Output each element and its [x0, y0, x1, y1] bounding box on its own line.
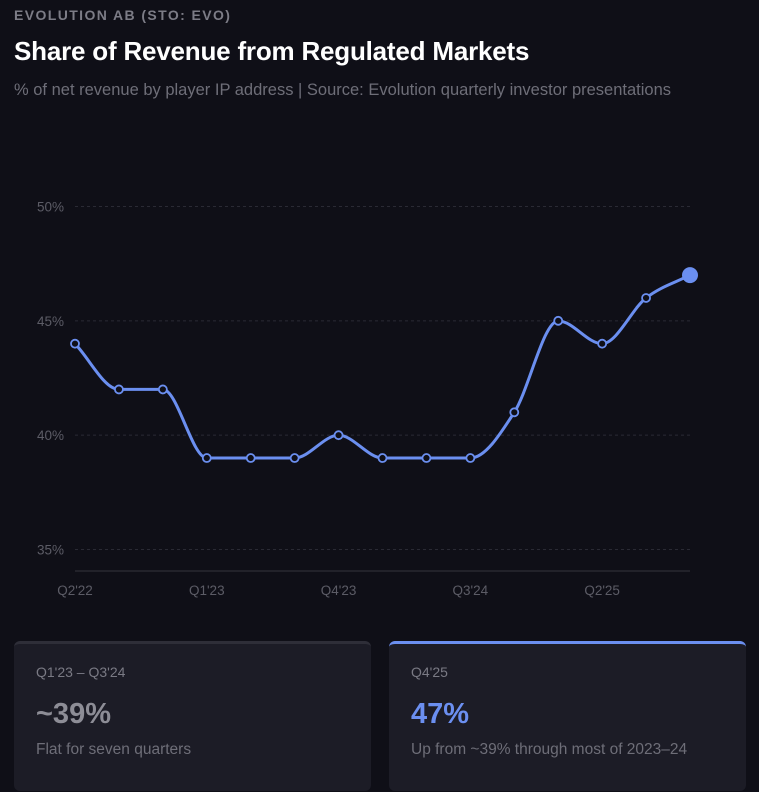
- data-point: [245, 453, 256, 463]
- data-point: [377, 453, 388, 463]
- data-point: [333, 430, 344, 441]
- card-value: 47%: [411, 698, 470, 730]
- data-point: [641, 293, 651, 303]
- y-tick-label: 35%: [37, 543, 64, 558]
- data-point: [70, 338, 80, 349]
- data-point: [553, 315, 564, 326]
- data-point: [465, 453, 476, 463]
- data-point: [421, 453, 432, 463]
- data-points: [70, 267, 698, 463]
- card-period-label: Q4'25: [411, 664, 448, 680]
- data-point: [114, 384, 124, 395]
- y-axis-labels: 35% 40% 45% 50%: [37, 200, 64, 558]
- series-line: [73, 273, 692, 460]
- card-description: Flat for seven quarters: [36, 741, 192, 758]
- latest-data-point: [682, 267, 698, 284]
- data-point: [289, 453, 300, 463]
- x-tick-label: Q3'24: [453, 583, 489, 598]
- company-ticker: EVOLUTION AB (STO: EVO): [14, 7, 232, 23]
- summary-card-flat-period: Q1'23 – Q3'24 ~39% Flat for seven quarte…: [14, 641, 371, 791]
- data-point: [201, 453, 212, 463]
- summary-card-latest: Q4'25 47% Up from ~39% through most of 2…: [389, 641, 746, 791]
- chart-subtitle: % of net revenue by player IP address | …: [14, 81, 672, 99]
- data-point: [597, 338, 608, 349]
- card-value: ~39%: [36, 698, 111, 730]
- x-tick-label: Q2'25: [584, 583, 620, 598]
- data-point: [509, 407, 520, 418]
- x-axis-labels: Q2'22 Q1'23 Q4'23 Q3'24 Q2'25: [57, 583, 620, 598]
- card-description: Up from ~39% through most of 2023–24: [411, 741, 688, 758]
- data-point: [157, 384, 168, 395]
- gridlines: [75, 206, 690, 572]
- chart-title: Share of Revenue from Regulated Markets: [14, 36, 530, 66]
- x-tick-label: Q2'22: [57, 583, 93, 598]
- y-tick-label: 40%: [37, 428, 64, 443]
- line-chart: 35% 40% 45% 50% Q2'22 Q1'23 Q4'23 Q3'24 Q2'25: [37, 200, 698, 598]
- y-tick-label: 45%: [37, 314, 64, 329]
- y-tick-label: 50%: [37, 200, 64, 215]
- card-period-label: Q1'23 – Q3'24: [36, 664, 126, 680]
- x-tick-label: Q1'23: [189, 583, 225, 598]
- x-tick-label: Q4'23: [321, 583, 357, 598]
